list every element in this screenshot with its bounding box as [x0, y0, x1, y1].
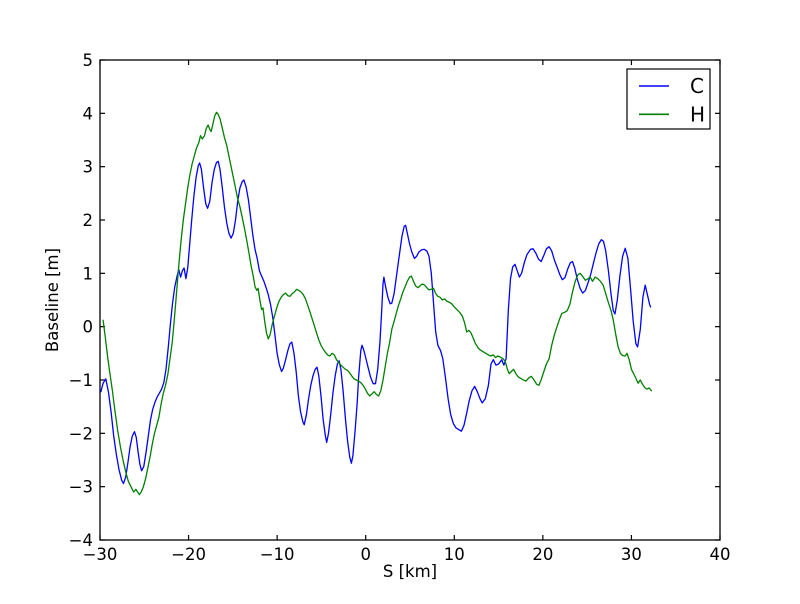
legend-label-c: C [690, 74, 704, 98]
plot-area-border [99, 59, 721, 541]
y-tick-label: 5 [83, 51, 94, 70]
y-tick-label: 0 [83, 318, 94, 337]
x-tick-label: −20 [171, 545, 206, 564]
y-tick-label: −2 [69, 424, 93, 443]
x-tick-label: −30 [83, 545, 118, 564]
y-axis-label: Baseline [m] [43, 248, 62, 352]
x-tick-label: 20 [532, 545, 553, 564]
y-tick-label: 4 [83, 104, 94, 123]
x-tick-label: 10 [444, 545, 465, 564]
legend: CH [626, 68, 711, 130]
series-line-c [100, 160, 652, 485]
y-tick-label: 1 [83, 264, 94, 283]
x-tick-label: 0 [360, 545, 371, 564]
y-tick-label: −4 [69, 531, 93, 550]
x-axis-label: S [km] [383, 562, 437, 581]
series-lines [100, 111, 653, 496]
x-tick-label: 30 [621, 545, 642, 564]
y-tick-label: −1 [69, 371, 93, 390]
x-tick-label: −10 [260, 545, 295, 564]
y-tick-label: −3 [69, 478, 93, 497]
legend-box [626, 68, 711, 130]
y-tick-label: 3 [83, 158, 94, 177]
x-tick-label: 40 [710, 545, 731, 564]
series-line-h [102, 111, 653, 496]
legend-label-h: H [690, 102, 705, 126]
y-tick-label: 2 [83, 211, 94, 230]
